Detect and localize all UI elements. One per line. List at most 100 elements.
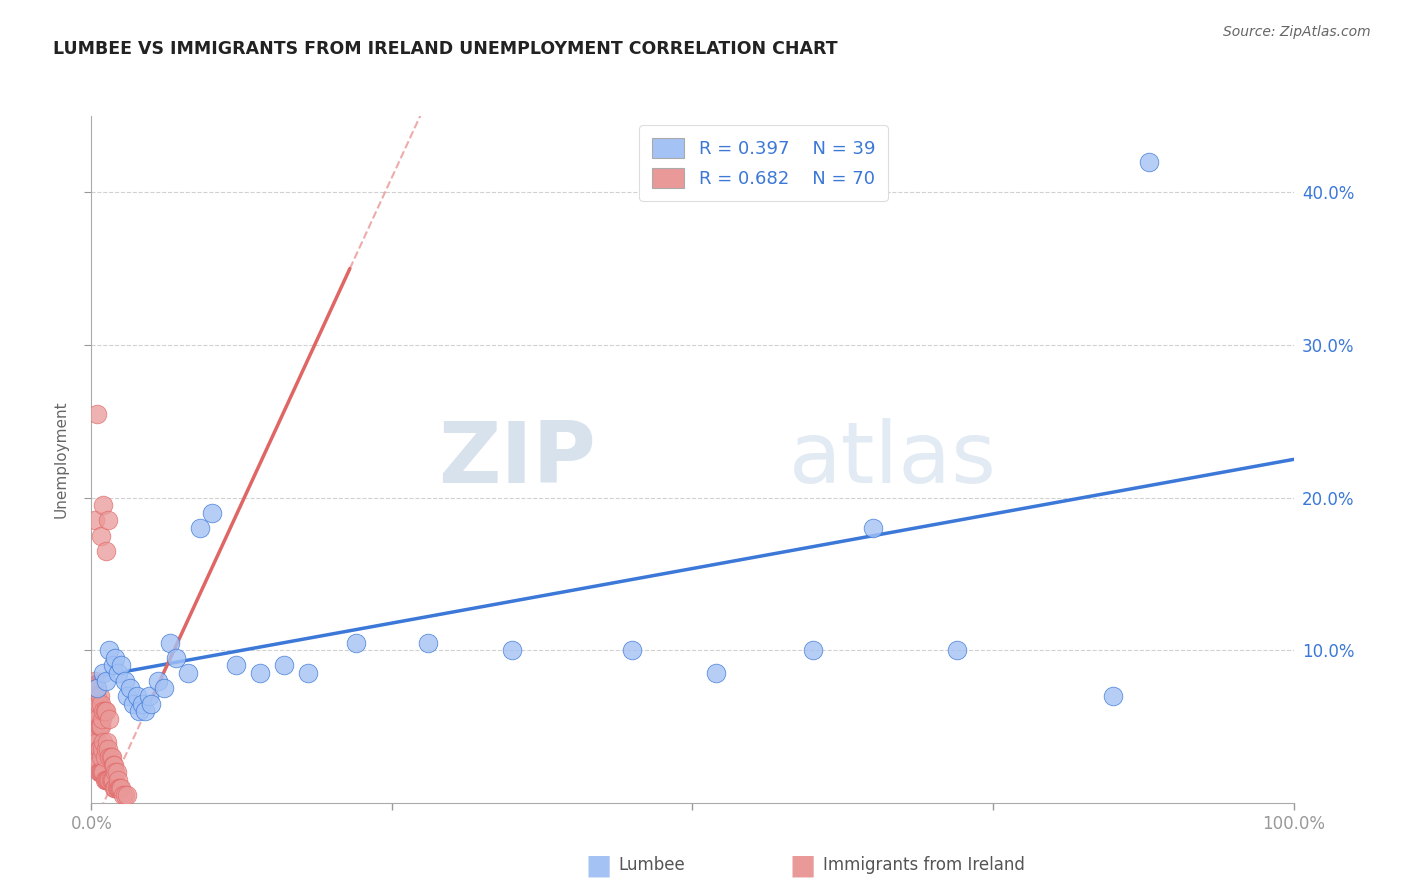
Point xyxy=(84,750,107,764)
Point xyxy=(83,742,105,756)
Point xyxy=(107,772,129,787)
Point xyxy=(89,742,111,756)
Text: ZIP: ZIP xyxy=(439,417,596,501)
Point xyxy=(93,765,115,780)
Point xyxy=(176,666,198,681)
Point xyxy=(110,780,132,795)
Point xyxy=(103,757,125,772)
Point xyxy=(94,742,117,756)
Point xyxy=(93,735,115,749)
Point xyxy=(946,643,969,657)
Point xyxy=(93,704,115,718)
Y-axis label: Unemployment: Unemployment xyxy=(53,401,69,518)
Point xyxy=(91,742,114,756)
Point xyxy=(159,635,181,649)
Point xyxy=(117,689,139,703)
Point xyxy=(86,407,108,421)
Point xyxy=(134,704,156,718)
Text: atlas: atlas xyxy=(789,417,997,501)
Point xyxy=(93,666,115,681)
Point xyxy=(1102,689,1125,703)
Point xyxy=(107,780,129,795)
Point xyxy=(152,681,174,696)
Point xyxy=(416,635,439,649)
Point xyxy=(98,750,121,764)
Point xyxy=(100,772,122,787)
Point xyxy=(100,750,122,764)
Point xyxy=(89,689,111,703)
Point xyxy=(90,750,112,764)
Point xyxy=(91,765,114,780)
Point xyxy=(86,681,108,696)
Point xyxy=(117,788,139,802)
Point xyxy=(96,772,118,787)
Point xyxy=(1137,154,1160,169)
Point xyxy=(86,757,108,772)
Point xyxy=(114,673,136,688)
Point xyxy=(105,780,128,795)
Point xyxy=(89,719,111,733)
Point xyxy=(84,727,107,741)
Point xyxy=(501,643,523,657)
Point xyxy=(93,772,115,787)
Point xyxy=(93,704,115,718)
Text: Lumbee: Lumbee xyxy=(619,856,685,874)
Point xyxy=(801,643,824,657)
Point xyxy=(87,697,110,711)
Point xyxy=(104,650,127,665)
Point xyxy=(83,719,105,733)
Point xyxy=(165,650,187,665)
Point xyxy=(91,712,114,726)
Point xyxy=(96,735,118,749)
Point xyxy=(103,780,125,795)
Point xyxy=(97,772,120,787)
Point xyxy=(297,666,319,681)
Point xyxy=(131,697,153,711)
Point xyxy=(344,635,367,649)
Point xyxy=(105,765,128,780)
Point xyxy=(128,704,150,718)
Point xyxy=(273,658,295,673)
Point xyxy=(104,780,127,795)
Point xyxy=(84,673,107,688)
Point xyxy=(862,521,884,535)
Point xyxy=(108,780,131,795)
Point xyxy=(86,735,108,749)
Point xyxy=(101,750,124,764)
Point xyxy=(98,772,121,787)
Text: LUMBEE VS IMMIGRANTS FROM IRELAND UNEMPLOYMENT CORRELATION CHART: LUMBEE VS IMMIGRANTS FROM IRELAND UNEMPL… xyxy=(53,40,838,58)
Point xyxy=(98,712,121,726)
Point xyxy=(90,529,112,543)
Point xyxy=(201,506,224,520)
Text: Source: ZipAtlas.com: Source: ZipAtlas.com xyxy=(1223,25,1371,39)
Point xyxy=(90,697,112,711)
Point xyxy=(87,742,110,756)
Point xyxy=(118,681,141,696)
Point xyxy=(146,673,169,688)
Point xyxy=(83,681,105,696)
Point xyxy=(97,742,120,756)
Point xyxy=(110,658,132,673)
Point xyxy=(101,757,124,772)
Point xyxy=(111,788,134,802)
Point xyxy=(90,765,112,780)
Text: ■: ■ xyxy=(585,851,612,880)
Point xyxy=(86,689,108,703)
Point xyxy=(94,673,117,688)
Point xyxy=(621,643,644,657)
Point xyxy=(101,772,124,787)
Point xyxy=(90,719,112,733)
Point xyxy=(82,704,104,718)
Point xyxy=(86,712,108,726)
Point xyxy=(141,697,163,711)
Point xyxy=(93,498,115,512)
Point xyxy=(122,697,145,711)
Point xyxy=(84,735,107,749)
Point xyxy=(125,689,148,703)
Point xyxy=(87,765,110,780)
Point xyxy=(249,666,271,681)
Point xyxy=(114,788,136,802)
Point xyxy=(94,772,117,787)
Point xyxy=(110,780,132,795)
Point xyxy=(84,681,107,696)
